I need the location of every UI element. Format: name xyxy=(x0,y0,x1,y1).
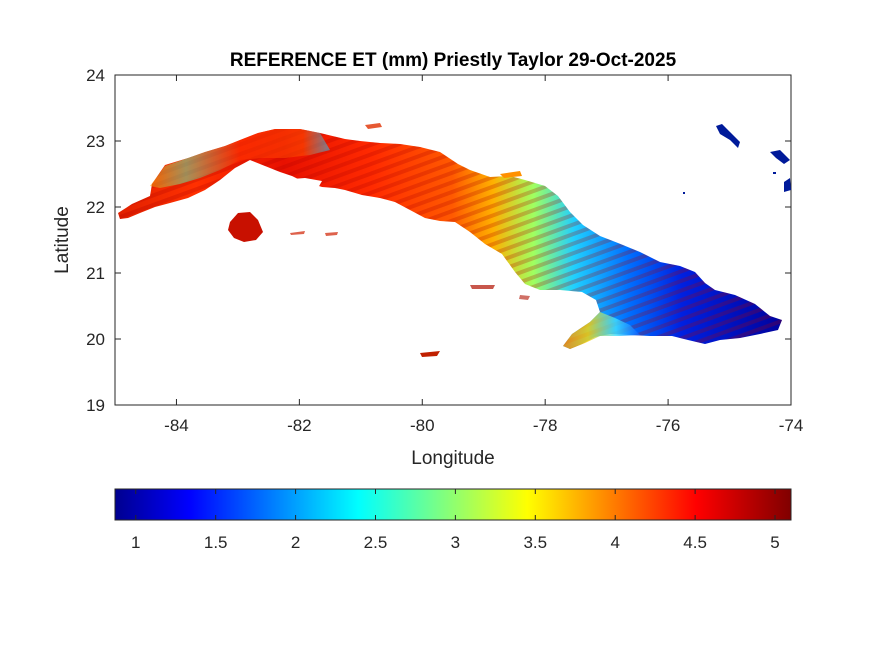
y-tick-label: 21 xyxy=(86,264,105,283)
y-tick-label: 22 xyxy=(86,198,105,217)
bahamas-fragments xyxy=(683,124,791,194)
x-tick-label: -80 xyxy=(410,416,435,435)
colorbar xyxy=(114,488,792,521)
x-tick-label: -84 xyxy=(164,416,189,435)
colorbar-tick-label: 1.5 xyxy=(204,533,228,552)
x-tick-label: -78 xyxy=(533,416,558,435)
x-tick-label: -76 xyxy=(656,416,681,435)
map-title: REFERENCE ET (mm) Priestly Taylor 29-Oct… xyxy=(230,50,677,71)
y-tick-label: 19 xyxy=(86,396,105,415)
colorbar-tick-label: 4.5 xyxy=(683,533,707,552)
colorbar-tick-label: 1 xyxy=(131,533,140,552)
colorbar-tick-label: 3.5 xyxy=(523,533,547,552)
y-tick-label: 20 xyxy=(86,330,105,349)
y-tick-label: 23 xyxy=(86,132,105,151)
x-tick-label: -74 xyxy=(779,416,804,435)
x-axis-label: Longitude xyxy=(411,448,494,469)
colorbar-tick-label: 5 xyxy=(770,533,779,552)
x-tick-label: -82 xyxy=(287,416,312,435)
axes-background xyxy=(114,74,792,406)
y-tick-label: 24 xyxy=(86,66,105,85)
cuba-et-field xyxy=(118,123,782,357)
y-axis-label: Latitude xyxy=(52,206,73,274)
colorbar-tick-label: 4 xyxy=(610,533,619,552)
colorbar-tick-label: 2.5 xyxy=(364,533,388,552)
colorbar-tick-label: 3 xyxy=(451,533,460,552)
colorbar-tick-label: 2 xyxy=(291,533,300,552)
